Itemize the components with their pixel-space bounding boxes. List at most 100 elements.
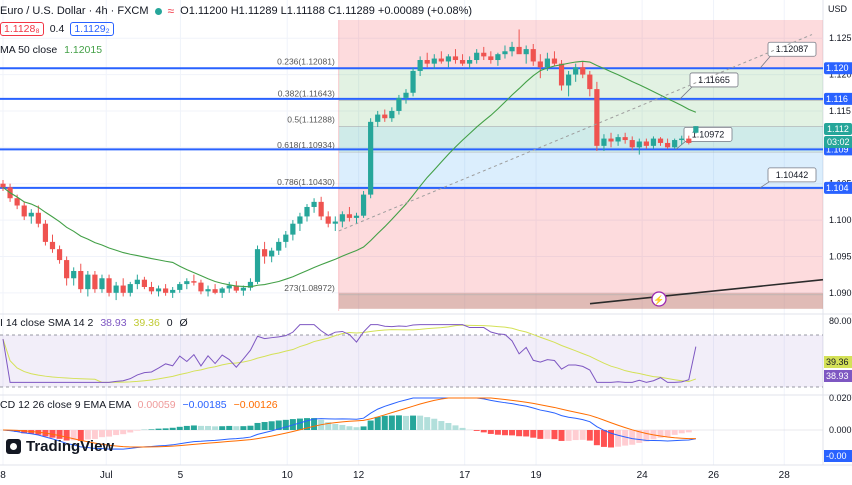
candle-body <box>78 270 84 290</box>
macd-histogram-bar <box>113 430 120 436</box>
candle <box>551 51 558 66</box>
candle-body <box>226 285 232 289</box>
macd-histogram-bar <box>544 430 551 439</box>
macd-histogram-bar <box>579 430 586 440</box>
candle <box>92 270 98 293</box>
buy-button[interactable]: 1.1129₂ <box>70 22 114 36</box>
time-tick-label: Jul <box>100 470 113 481</box>
candle <box>375 110 381 127</box>
candle-body <box>530 49 536 62</box>
candle-body <box>629 140 635 148</box>
symbol-title[interactable]: Euro / U.S. Dollar · 4h · FXCM <box>0 5 149 17</box>
macd-histogram-bar <box>268 421 275 430</box>
macd-histogram-bar <box>608 430 615 448</box>
candle <box>615 134 621 146</box>
candle-body <box>657 138 664 143</box>
rsi-tag-label: 38.93 <box>826 371 849 381</box>
candle-body <box>679 138 685 141</box>
candle-body <box>56 249 63 261</box>
alert-icon <box>651 291 667 307</box>
candle-body <box>177 284 183 290</box>
long-trend-line <box>589 278 824 305</box>
candle-body <box>339 214 345 222</box>
candle <box>198 279 204 295</box>
candle-body <box>452 56 459 61</box>
candle <box>254 245 261 285</box>
candle-body <box>184 281 190 285</box>
replay-wave-icon[interactable]: ≈ <box>167 4 175 18</box>
ma-value: 1.12015 <box>64 44 103 56</box>
rsi-v4: Ø <box>179 317 188 329</box>
tradingview-logo[interactable]: TradingView <box>6 438 114 455</box>
candle-body <box>693 126 699 133</box>
candle <box>410 67 416 97</box>
candle <box>226 281 232 293</box>
macd-histogram-bar <box>565 430 572 441</box>
ma-legend[interactable]: MA 50 close 1.12015 <box>0 44 102 56</box>
candle <box>424 52 430 68</box>
candle-body <box>318 201 324 217</box>
candle-body <box>247 281 254 288</box>
candle-body <box>566 74 572 86</box>
candle-body <box>148 286 155 292</box>
candle-body <box>488 56 494 61</box>
candle <box>212 284 218 295</box>
candle <box>657 137 664 146</box>
level-callout-label: 1.12087 <box>776 44 809 54</box>
candle-body <box>113 285 119 293</box>
macd-histogram-bar <box>664 430 671 437</box>
macd-legend[interactable]: CD 12 26 close 9 EMA EMA 0.00059 −0.0018… <box>0 399 278 411</box>
sell-button[interactable]: 1.1128₈ <box>0 22 44 36</box>
macd-histogram-bar <box>417 415 424 430</box>
candle <box>35 205 41 228</box>
brand-text: TradingView <box>26 438 115 455</box>
candle <box>233 281 239 293</box>
price-axis: 1.1251.1201.1151.1101.1051.1001.0951.090… <box>824 33 852 462</box>
candle-body <box>0 183 6 188</box>
time-tick-label: 24 <box>637 470 649 481</box>
candle <box>56 245 63 264</box>
candle-body <box>558 63 565 86</box>
candle <box>247 278 254 291</box>
macd-pane <box>0 394 852 450</box>
time-tick-label: 10 <box>282 470 294 481</box>
candle-body <box>99 278 105 290</box>
candle <box>523 45 529 64</box>
fib-level-label: 273(1.08972) <box>284 283 335 293</box>
trade-buttons: 1.1128₈ 0.4 1.1129₂ <box>0 22 114 36</box>
candle-series <box>0 29 699 301</box>
time-tick-label: 12 <box>353 470 365 481</box>
macd-signal-value: −0.00126 <box>233 399 278 411</box>
macd-histogram-bar <box>615 430 622 447</box>
fib-level-label: 0.382(1.11643) <box>278 89 335 99</box>
candle <box>396 94 402 115</box>
price-tick-label: 1.115 <box>829 106 851 116</box>
macd-histogram-bar <box>473 430 480 431</box>
fib-zone <box>338 188 823 293</box>
ma-label: MA 50 close <box>0 44 58 56</box>
axis-background <box>823 0 852 485</box>
candle-body <box>601 138 607 146</box>
candle <box>127 281 133 297</box>
candle <box>191 274 197 286</box>
candle-body <box>459 60 466 64</box>
macd-histogram-bar <box>219 426 226 430</box>
candle <box>49 234 56 253</box>
candle <box>622 132 628 144</box>
rsi-legend[interactable]: I 14 close SMA 14 2 38.93 39.36 0 Ø <box>0 317 188 329</box>
candle-body <box>516 46 522 55</box>
macd-histogram-bar <box>367 420 374 430</box>
macd-histogram-bar <box>438 421 445 430</box>
candle-body <box>686 138 692 143</box>
candle-body <box>445 56 452 62</box>
macd-histogram-bar <box>205 425 212 430</box>
candle <box>502 45 508 59</box>
level-axis-label: 1.120 <box>826 63 849 73</box>
candle-body <box>212 289 218 293</box>
candle <box>261 241 268 264</box>
candle <box>360 190 367 218</box>
dashed-trend-line <box>338 34 813 232</box>
macd-histogram-bar <box>678 430 685 434</box>
candle-body <box>155 288 162 292</box>
